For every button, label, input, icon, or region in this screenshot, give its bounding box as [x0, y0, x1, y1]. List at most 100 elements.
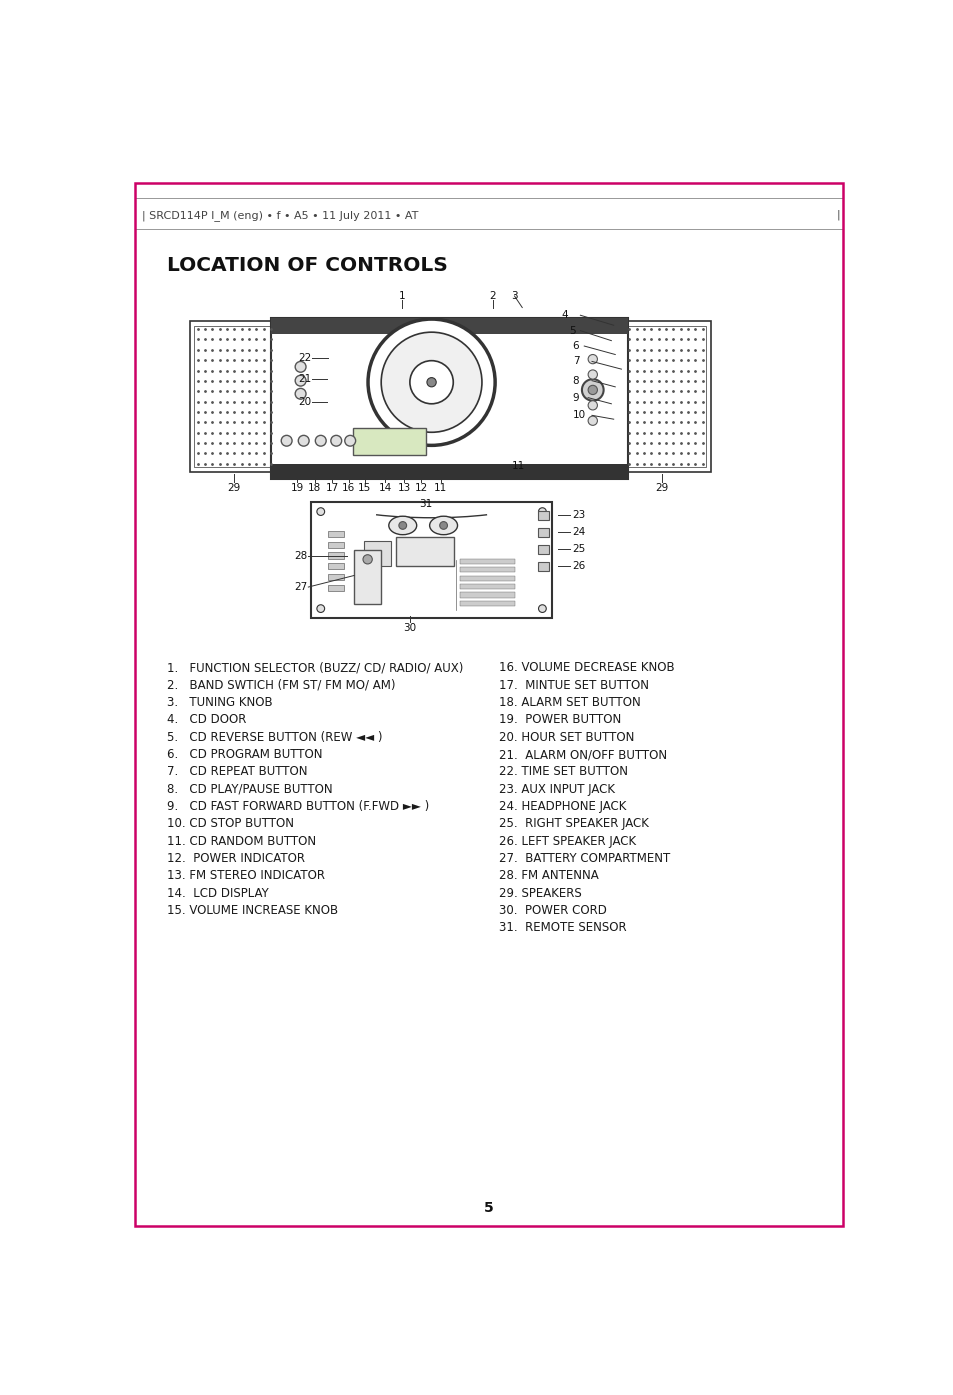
- Bar: [460, 585, 514, 589]
- Circle shape: [331, 435, 341, 446]
- Bar: [271, 465, 627, 480]
- Circle shape: [344, 435, 355, 446]
- Text: 23: 23: [571, 511, 584, 520]
- Circle shape: [294, 375, 306, 386]
- Circle shape: [587, 385, 597, 395]
- Text: 30: 30: [403, 624, 416, 633]
- Text: 15. VOLUME INCREASE KNOB: 15. VOLUME INCREASE KNOB: [167, 904, 338, 917]
- Text: 15: 15: [358, 483, 371, 492]
- Circle shape: [587, 416, 597, 425]
- Text: 3: 3: [511, 292, 517, 301]
- Circle shape: [381, 332, 481, 432]
- Text: 10. CD STOP BUTTON: 10. CD STOP BUTTON: [167, 817, 294, 830]
- Text: 13. FM STEREO INDICATOR: 13. FM STEREO INDICATOR: [167, 869, 325, 882]
- Text: 24. HEADPHONE JACK: 24. HEADPHONE JACK: [498, 799, 626, 813]
- Text: 6.   CD PROGRAM BUTTON: 6. CD PROGRAM BUTTON: [167, 748, 322, 762]
- Text: 21.  ALARM ON/OFF BUTTON: 21. ALARM ON/OFF BUTTON: [498, 748, 666, 762]
- Bar: [328, 541, 344, 548]
- Bar: [353, 428, 426, 455]
- Text: 5: 5: [568, 325, 575, 336]
- Bar: [194, 326, 274, 467]
- Circle shape: [368, 319, 495, 445]
- Bar: [537, 544, 549, 554]
- Ellipse shape: [389, 516, 416, 534]
- Text: 26: 26: [571, 561, 584, 572]
- Text: 17.  MINTUE SET BUTTON: 17. MINTUE SET BUTTON: [498, 679, 648, 692]
- Text: 29. SPEAKERS: 29. SPEAKERS: [498, 887, 581, 900]
- Text: 14.  LCD DISPLAY: 14. LCD DISPLAY: [167, 887, 269, 900]
- Text: 27: 27: [294, 582, 307, 591]
- Text: 7: 7: [572, 357, 578, 367]
- Text: 3.   TUNING KNOB: 3. TUNING KNOB: [167, 696, 273, 709]
- Text: 4.   CD DOOR: 4. CD DOOR: [167, 713, 247, 727]
- Text: 18. ALARM SET BUTTON: 18. ALARM SET BUTTON: [498, 696, 640, 709]
- Text: 5: 5: [483, 1201, 494, 1215]
- Text: 14: 14: [378, 483, 392, 492]
- Text: 12: 12: [415, 483, 428, 492]
- Circle shape: [439, 522, 447, 529]
- Circle shape: [316, 508, 324, 515]
- Text: 20. HOUR SET BUTTON: 20. HOUR SET BUTTON: [498, 731, 634, 744]
- Circle shape: [315, 435, 326, 446]
- Text: 22. TIME SET BUTTON: 22. TIME SET BUTTON: [498, 766, 627, 778]
- Text: 20: 20: [298, 398, 311, 407]
- Text: 7.   CD REPEAT BUTTON: 7. CD REPEAT BUTTON: [167, 766, 308, 778]
- Text: 6: 6: [572, 340, 578, 352]
- Text: 18: 18: [308, 483, 321, 492]
- Text: 29: 29: [227, 483, 240, 492]
- Bar: [460, 566, 514, 572]
- Circle shape: [587, 400, 597, 410]
- Text: LOCATION OF CONTROLS: LOCATION OF CONTROLS: [167, 255, 448, 275]
- Text: 17: 17: [325, 483, 338, 492]
- Bar: [460, 576, 514, 580]
- Text: 16. VOLUME DECREASE KNOB: 16. VOLUME DECREASE KNOB: [498, 661, 674, 674]
- Circle shape: [410, 361, 453, 403]
- Circle shape: [587, 370, 597, 379]
- Text: 28. FM ANTENNA: 28. FM ANTENNA: [498, 869, 598, 882]
- Text: 2: 2: [489, 292, 496, 301]
- Text: 27.  BATTERY COMPARTMENT: 27. BATTERY COMPARTMENT: [498, 852, 670, 865]
- Text: 11: 11: [511, 462, 524, 472]
- Bar: [328, 564, 344, 569]
- Text: 22: 22: [298, 353, 311, 363]
- Circle shape: [537, 508, 546, 515]
- Text: 12.  POWER INDICATOR: 12. POWER INDICATOR: [167, 852, 305, 865]
- Bar: [395, 537, 454, 566]
- Text: 1.   FUNCTION SELECTOR (BUZZ/ CD/ RADIO/ AUX): 1. FUNCTION SELECTOR (BUZZ/ CD/ RADIO/ A…: [167, 661, 463, 674]
- Circle shape: [316, 605, 324, 612]
- Circle shape: [362, 555, 372, 564]
- Bar: [190, 321, 278, 472]
- Text: 19: 19: [291, 483, 304, 492]
- Text: 23. AUX INPUT JACK: 23. AUX INPUT JACK: [498, 783, 615, 795]
- Bar: [460, 593, 514, 598]
- Text: 29: 29: [655, 483, 668, 492]
- Bar: [537, 511, 549, 520]
- Text: 2.   BAND SWTICH (FM ST/ FM MO/ AM): 2. BAND SWTICH (FM ST/ FM MO/ AM): [167, 679, 395, 692]
- Bar: [364, 541, 391, 566]
- Circle shape: [294, 388, 306, 399]
- Text: 4: 4: [560, 310, 567, 321]
- Circle shape: [281, 435, 292, 446]
- Text: 24: 24: [571, 527, 584, 537]
- Circle shape: [427, 378, 436, 386]
- Text: 31.  REMOTE SENSOR: 31. REMOTE SENSOR: [498, 921, 626, 935]
- Text: 25.  RIGHT SPEAKER JACK: 25. RIGHT SPEAKER JACK: [498, 817, 648, 830]
- Text: |: |: [836, 209, 840, 220]
- Text: 5.   CD REVERSE BUTTON (REW ◄◄ ): 5. CD REVERSE BUTTON (REW ◄◄ ): [167, 731, 382, 744]
- Bar: [271, 318, 627, 480]
- Bar: [537, 562, 549, 571]
- Text: 9.   CD FAST FORWARD BUTTON (F.FWD ►► ): 9. CD FAST FORWARD BUTTON (F.FWD ►► ): [167, 799, 429, 813]
- Circle shape: [294, 361, 306, 372]
- Bar: [328, 585, 344, 591]
- Circle shape: [298, 435, 309, 446]
- Bar: [460, 558, 514, 564]
- Text: | SRCD114P I_M (eng) • f • A5 • 11 July 2011 • AT: | SRCD114P I_M (eng) • f • A5 • 11 July …: [142, 209, 418, 220]
- Ellipse shape: [429, 516, 457, 534]
- Text: 8: 8: [572, 375, 578, 385]
- Text: 26. LEFT SPEAKER JACK: 26. LEFT SPEAKER JACK: [498, 834, 636, 848]
- Bar: [354, 550, 381, 604]
- Bar: [311, 502, 551, 618]
- Text: 19.  POWER BUTTON: 19. POWER BUTTON: [498, 713, 620, 727]
- Circle shape: [581, 379, 603, 400]
- Bar: [537, 527, 549, 537]
